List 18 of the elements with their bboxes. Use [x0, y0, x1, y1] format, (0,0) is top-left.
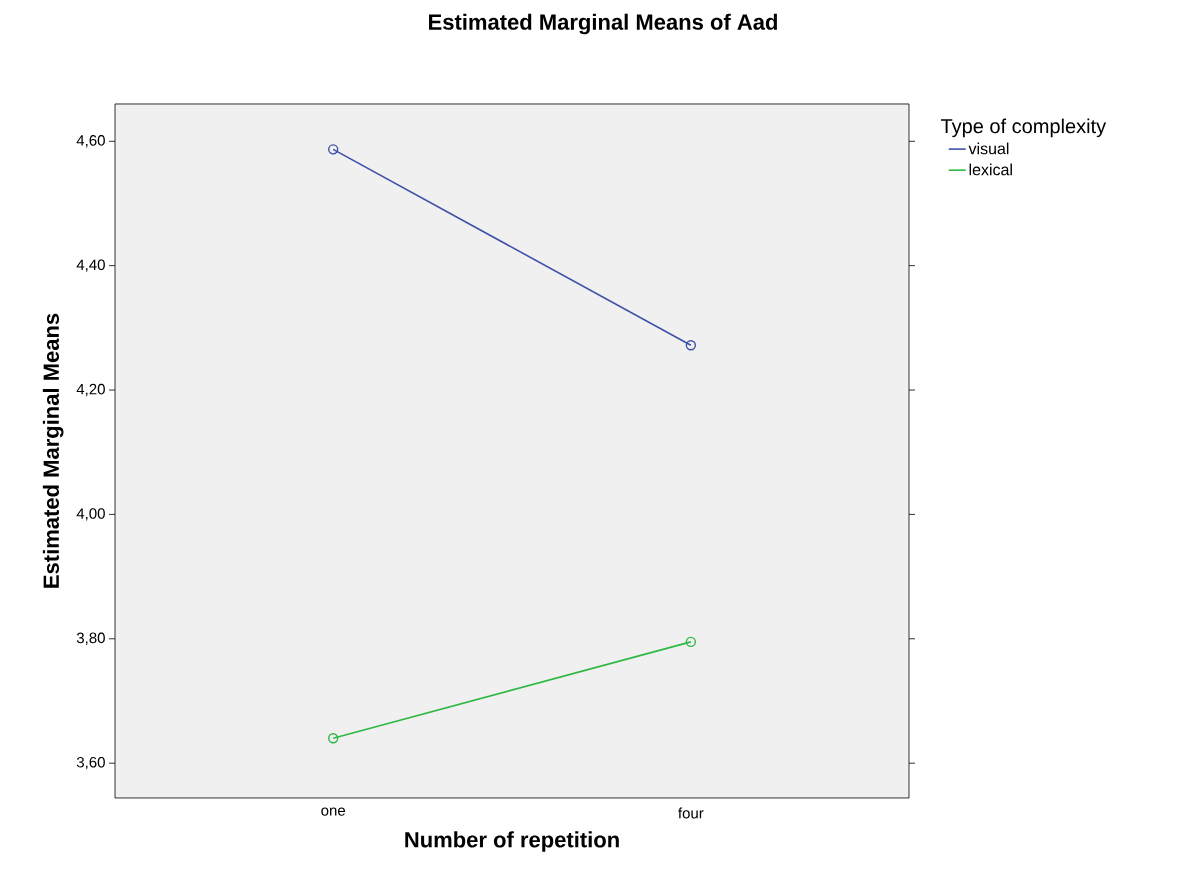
y-tick-label: 3,80 — [76, 632, 105, 645]
chart-title: Estimated Marginal Means of Aad — [429, 13, 777, 35]
legend-title: Type of complexity — [940, 118, 1107, 138]
x-tick-label: four — [678, 807, 704, 819]
y-tick-label: 3,60 — [76, 756, 105, 770]
y-tick-label: 4,40 — [76, 259, 105, 272]
legend-label: lexical — [969, 163, 1012, 176]
point — [685, 636, 697, 648]
point — [685, 340, 697, 351]
y-tick-label: 4,00 — [76, 508, 105, 521]
point — [328, 733, 339, 744]
y-tick-label: 4,20 — [76, 383, 105, 397]
point — [328, 144, 339, 155]
y-axis-title: Estimated Marginal Means — [42, 313, 64, 588]
x-tick-label: one — [321, 807, 346, 816]
legend-label: visual — [968, 142, 1009, 155]
y-tick-label: 4,60 — [76, 135, 105, 148]
x-axis-title: Number of repetition — [405, 831, 619, 852]
